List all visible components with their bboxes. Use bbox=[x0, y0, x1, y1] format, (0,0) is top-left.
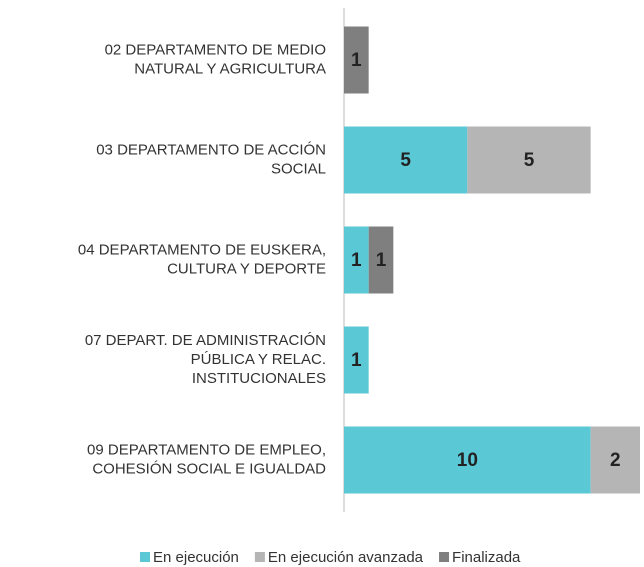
legend-label: En ejecución bbox=[153, 549, 239, 566]
bar-segment bbox=[344, 226, 369, 294]
value-label: 1 bbox=[351, 50, 362, 71]
category-label: INSTITUCIONALES bbox=[192, 370, 326, 387]
value-label: 1 bbox=[376, 250, 387, 271]
category-label: 04 DEPARTAMENTO DE EUSKERA, bbox=[78, 241, 326, 258]
bar-segment bbox=[344, 26, 369, 94]
bar-segment bbox=[344, 426, 591, 494]
category-label: CULTURA Y DEPORTE bbox=[167, 260, 326, 277]
value-label: 1 bbox=[351, 350, 362, 371]
category-label: 03 DEPARTAMENTO DE ACCIÓN bbox=[96, 141, 326, 158]
bar-segment bbox=[368, 226, 394, 294]
bar-segment bbox=[344, 326, 369, 394]
category-label: NATURAL Y AGRICULTURA bbox=[134, 60, 326, 77]
value-label: 5 bbox=[400, 150, 411, 171]
category-label: 09 DEPARTAMENTO DE EMPLEO, bbox=[87, 441, 326, 458]
value-label: 2 bbox=[610, 450, 621, 471]
value-label: 10 bbox=[457, 450, 478, 471]
legend-swatch bbox=[140, 552, 150, 562]
legend-swatch bbox=[439, 552, 450, 562]
category-label: 07 DEPART. DE ADMINISTRACIÓN bbox=[85, 332, 326, 349]
category-label: SOCIAL bbox=[271, 160, 326, 177]
value-label: 5 bbox=[524, 150, 535, 171]
bar-segment bbox=[344, 126, 468, 194]
category-label: 02 DEPARTAMENTO DE MEDIO bbox=[105, 41, 326, 58]
bar-segment bbox=[590, 426, 640, 494]
bar-segment bbox=[467, 126, 591, 194]
legend-label: En ejecución avanzada bbox=[268, 549, 424, 566]
category-label: COHESIÓN SOCIAL E IGUALDAD bbox=[92, 460, 326, 477]
category-label: PÚBLICA Y RELAC. bbox=[191, 351, 326, 368]
legend-swatch bbox=[254, 552, 265, 562]
legend-label: Finalizada bbox=[452, 549, 521, 566]
value-label: 1 bbox=[351, 250, 362, 271]
